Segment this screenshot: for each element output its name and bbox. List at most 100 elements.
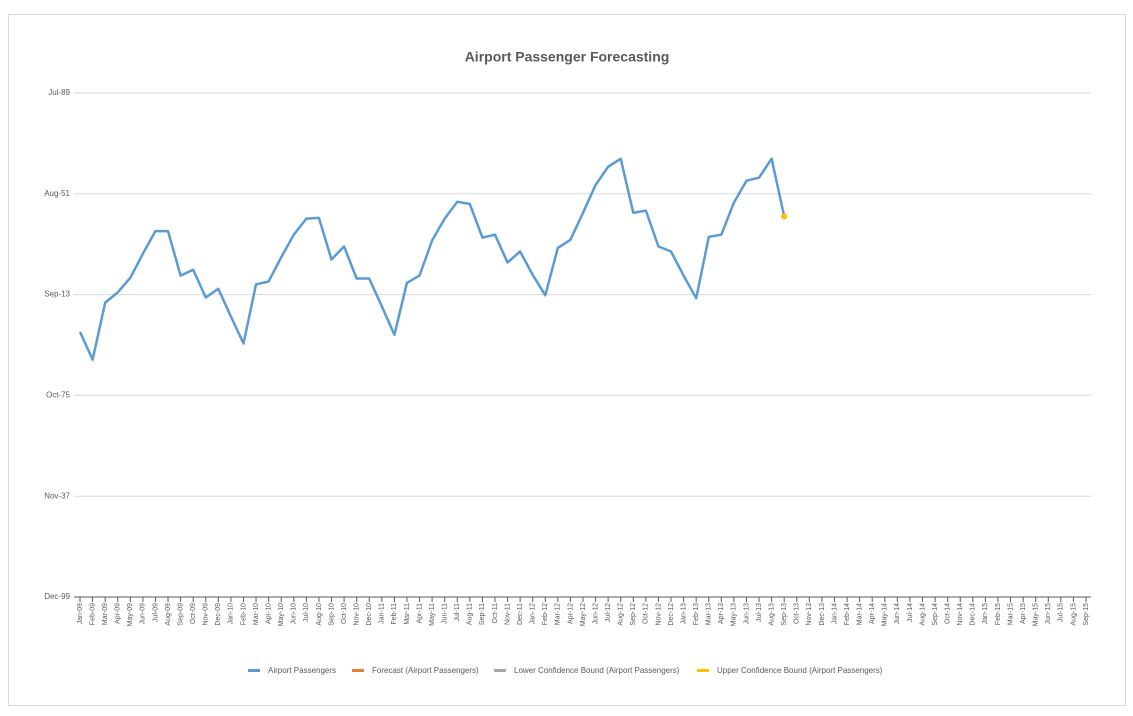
x-tick-label: Sep-13 (781, 603, 788, 626)
x-tick-label: Feb-11 (391, 603, 398, 625)
x-tick-label: Jun-12 (592, 603, 599, 625)
x-tick-label: Mar-11 (404, 603, 411, 625)
x-tick-label: Apr-14 (869, 603, 876, 624)
x-tick-label: Aug-10 (316, 603, 323, 626)
legend-label: Airport Passengers (268, 666, 336, 675)
x-tick-label: Jun-15 (1045, 603, 1052, 625)
legend-label: Lower Confidence Bound (Airport Passenge… (514, 666, 680, 675)
x-tick-label: Sep-10 (328, 603, 335, 626)
x-tick-label: Oct-13 (794, 603, 801, 624)
x-tick-label: May-09 (127, 603, 134, 626)
x-tick-label: Aug-09 (165, 603, 172, 626)
x-tick-label: Jul-11 (454, 603, 461, 622)
x-tick-label: Jul-14 (907, 603, 914, 622)
x-tick-label: Sep-12 (630, 603, 637, 626)
x-tick-label: Mar-15 (1007, 603, 1014, 625)
x-tick-label: May-11 (429, 603, 436, 626)
x-tick-label: Feb-15 (995, 603, 1002, 625)
legend-swatch (352, 669, 364, 672)
legend-label: Forecast (Airport Passengers) (372, 666, 479, 675)
x-tick-label: Apr-15 (1020, 603, 1027, 624)
x-tick-label: Apr-11 (416, 603, 423, 624)
x-tick-label: May-10 (278, 603, 285, 626)
x-tick-label: May-12 (580, 603, 587, 626)
chart-frame (8, 14, 1126, 706)
x-tick-label: Jun-11 (442, 603, 449, 624)
y-tick-label: Dec-99 (44, 592, 70, 601)
x-tick-label: Dec-14 (970, 603, 977, 626)
x-tick-label: Mar-12 (555, 603, 562, 625)
legend-swatch (248, 669, 260, 672)
x-tick-label: Jun-09 (140, 603, 147, 625)
x-tick-label: Aug-12 (618, 603, 625, 626)
x-tick-label: Nov-14 (957, 603, 964, 626)
x-tick-label: Oct-10 (341, 603, 348, 624)
x-tick-label: Dec-09 (215, 603, 222, 626)
x-tick-label: Aug-11 (467, 603, 474, 625)
y-tick-label: Oct-75 (46, 391, 71, 400)
x-tick-label: Apr-09 (115, 603, 122, 624)
x-tick-label: Dec-11 (517, 603, 524, 625)
x-tick-label: Nov-11 (504, 603, 511, 625)
chart-title: Airport Passenger Forecasting (465, 49, 670, 65)
x-tick-label: Mar-10 (253, 603, 260, 625)
x-tick-label: Jun-13 (743, 603, 750, 625)
x-tick-label: Oct-14 (945, 603, 952, 624)
x-tick-label: Jul-10 (303, 603, 310, 622)
x-tick-label: Nov-10 (353, 603, 360, 626)
x-tick-label: Jan-12 (530, 603, 537, 625)
series-point (781, 213, 788, 220)
legend-label: Upper Confidence Bound (Airport Passenge… (717, 666, 883, 675)
x-tick-label: Oct-11 (492, 603, 499, 624)
x-tick-label: Jul-09 (152, 603, 159, 622)
x-tick-label: Oct-09 (190, 603, 197, 624)
x-tick-label: Jul-12 (605, 603, 612, 622)
x-tick-label: Jan-11 (379, 603, 386, 624)
x-tick-label: Jan-10 (228, 603, 235, 625)
series-line (78, 157, 786, 361)
x-tick-label: Feb-13 (693, 603, 700, 625)
x-tick-label: Jan-13 (680, 603, 687, 625)
x-tick-label: Aug-14 (919, 603, 926, 626)
x-tick-label: Feb-09 (89, 603, 96, 625)
x-tick-label: Nov-09 (203, 603, 210, 626)
x-tick-label: Oct-12 (643, 603, 650, 624)
x-tick-label: May-14 (882, 603, 889, 626)
x-tick-label: Aug-13 (768, 603, 775, 626)
x-tick-label: Jan-15 (982, 603, 989, 625)
x-tick-label: Apr-12 (567, 603, 574, 624)
y-tick-label: Nov-37 (44, 491, 70, 500)
x-tick-label: Sep-14 (932, 603, 939, 626)
y-tick-label: Aug-51 (44, 189, 70, 198)
x-tick-label: Feb-12 (542, 603, 549, 625)
x-tick-label: Sep-09 (177, 603, 184, 626)
x-tick-label: Sep-15 (1083, 603, 1090, 626)
x-tick-label: Jun-14 (894, 603, 901, 625)
x-tick-label: Apr-10 (265, 603, 272, 624)
x-tick-label: Jan-14 (831, 603, 838, 625)
x-tick-label: Mar-14 (856, 603, 863, 625)
x-tick-label: Aug-15 (1070, 603, 1077, 626)
x-tick-label: May-15 (1033, 603, 1040, 626)
x-tick-label: May-13 (731, 603, 738, 626)
x-tick-label: Dec-12 (668, 603, 675, 626)
x-tick-label: Feb-10 (240, 603, 247, 625)
x-tick-label: Mar-13 (706, 603, 713, 625)
y-tick-label: Jul-89 (48, 88, 70, 97)
legend-swatch (494, 669, 506, 672)
x-tick-label: Nov-12 (655, 603, 662, 626)
legend-swatch (697, 669, 709, 672)
x-tick-label: Mar-09 (102, 603, 109, 625)
x-tick-label: Jul-15 (1058, 603, 1065, 622)
x-tick-label: Dec-10 (366, 603, 373, 626)
x-tick-label: Jul-13 (756, 603, 763, 622)
x-tick-label: Sep-11 (479, 603, 486, 625)
x-tick-label: Dec-13 (819, 603, 826, 626)
x-tick-label: Jan-09 (77, 603, 84, 625)
y-tick-label: Sep-13 (44, 290, 70, 299)
x-tick-label: Jun-10 (291, 603, 298, 625)
x-tick-label: Apr-13 (718, 603, 725, 624)
x-tick-label: Feb-14 (844, 603, 851, 625)
x-tick-label: Nov-13 (806, 603, 813, 626)
